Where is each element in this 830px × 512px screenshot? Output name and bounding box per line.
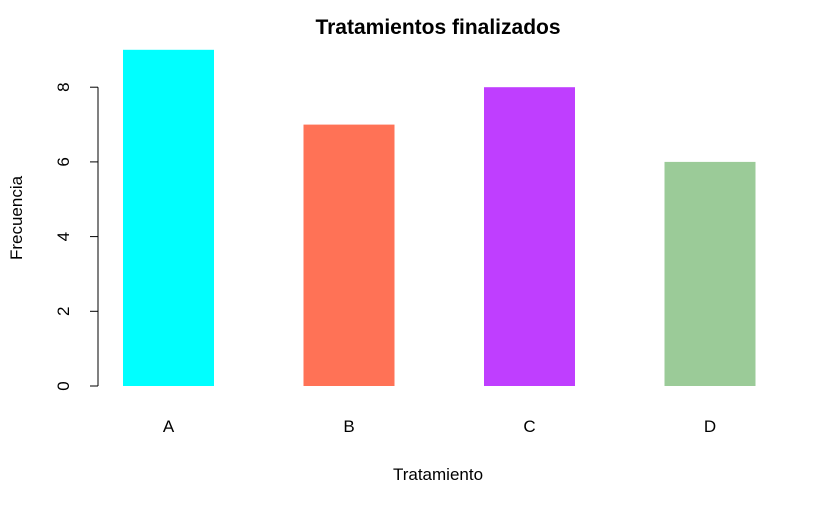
y-tick-label-4: 4 <box>54 232 73 241</box>
y-axis-label: Frecuencia <box>7 175 26 260</box>
bars-group <box>123 49 756 387</box>
bar-d <box>664 161 756 386</box>
bar-b <box>303 124 395 386</box>
x-axis-label: Tratamiento <box>393 465 483 484</box>
x-tick-label-b: B <box>343 417 354 436</box>
x-axis-tick-labels: A B C D <box>163 417 716 436</box>
bar-a <box>123 49 214 387</box>
x-tick-label-c: C <box>523 417 535 436</box>
y-axis: 0 2 4 6 8 <box>54 82 99 391</box>
chart-title: Tratamientos finalizados <box>315 16 560 39</box>
y-tick-label-8: 8 <box>54 82 73 91</box>
y-tick-label-2: 2 <box>54 307 73 316</box>
bar-c <box>484 87 575 386</box>
y-tick-label-0: 0 <box>54 381 73 390</box>
x-tick-label-d: D <box>704 417 716 436</box>
x-tick-label-a: A <box>163 417 175 436</box>
y-tick-label-6: 6 <box>54 157 73 166</box>
